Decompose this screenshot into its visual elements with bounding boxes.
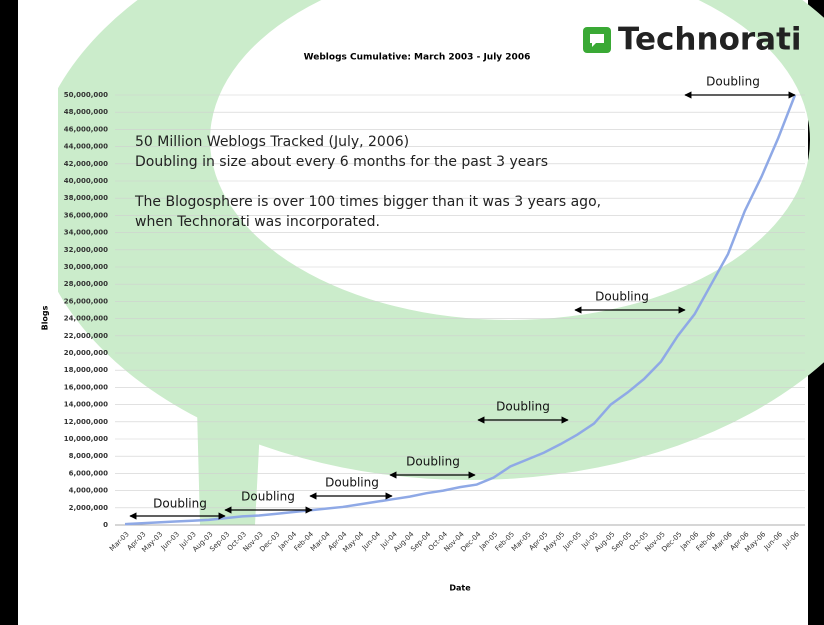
annotation: Doubling bbox=[595, 290, 649, 304]
y-tick-label: 44,000,000 bbox=[64, 143, 108, 151]
y-tick-label: 28,000,000 bbox=[64, 280, 108, 288]
y-tick-label: 36,000,000 bbox=[64, 211, 108, 219]
y-tick-label: 6,000,000 bbox=[69, 469, 109, 477]
note: 50 Million Weblogs Tracked (July, 2006) bbox=[135, 134, 409, 150]
y-tick-label: 4,000,000 bbox=[69, 487, 109, 495]
annotation: Doubling bbox=[325, 476, 379, 490]
y-tick-label: 46,000,000 bbox=[64, 125, 108, 133]
y-tick-label: 8,000,000 bbox=[69, 452, 109, 460]
chart-title: Weblogs Cumulative: March 2003 - July 20… bbox=[304, 53, 531, 63]
chart: Technorati Weblogs Cumulative: March 200… bbox=[0, 0, 824, 625]
y-tick-label: 12,000,000 bbox=[64, 418, 108, 426]
y-tick-label: 2,000,000 bbox=[69, 504, 109, 512]
y-tick-label: 42,000,000 bbox=[64, 160, 108, 168]
x-axis-label: Date bbox=[449, 584, 471, 593]
y-tick-label: 34,000,000 bbox=[64, 229, 108, 237]
annotation: Doubling bbox=[496, 400, 550, 414]
y-tick-label: 50,000,000 bbox=[64, 91, 108, 99]
y-tick-label: 18,000,000 bbox=[64, 366, 108, 374]
y-tick-label: 14,000,000 bbox=[64, 401, 108, 409]
y-tick-label: 24,000,000 bbox=[64, 315, 108, 323]
y-tick-label: 10,000,000 bbox=[64, 435, 108, 443]
y-tick-label: 30,000,000 bbox=[64, 263, 108, 271]
y-tick-label: 32,000,000 bbox=[64, 246, 108, 254]
y-tick-label: 22,000,000 bbox=[64, 332, 108, 340]
annotation: Doubling bbox=[153, 497, 207, 511]
y-tick-label: 0 bbox=[103, 521, 108, 529]
y-tick-label: 26,000,000 bbox=[64, 297, 108, 305]
annotation: Doubling bbox=[241, 490, 295, 504]
y-axis-label: Blogs bbox=[41, 305, 50, 330]
y-tick-label: 20,000,000 bbox=[64, 349, 108, 357]
brand: Technorati bbox=[618, 22, 802, 58]
annotation: Doubling bbox=[406, 455, 460, 469]
note: The Blogosphere is over 100 times bigger… bbox=[134, 194, 601, 210]
y-tick-label: 38,000,000 bbox=[64, 194, 108, 202]
note: when Technorati was incorporated. bbox=[135, 214, 380, 230]
y-tick-label: 40,000,000 bbox=[64, 177, 108, 185]
y-tick-label: 16,000,000 bbox=[64, 383, 108, 391]
logo bbox=[583, 27, 611, 53]
y-tick-label: 48,000,000 bbox=[64, 108, 108, 116]
annotation: Doubling bbox=[706, 75, 760, 89]
note: Doubling in size about every 6 months fo… bbox=[135, 154, 548, 170]
